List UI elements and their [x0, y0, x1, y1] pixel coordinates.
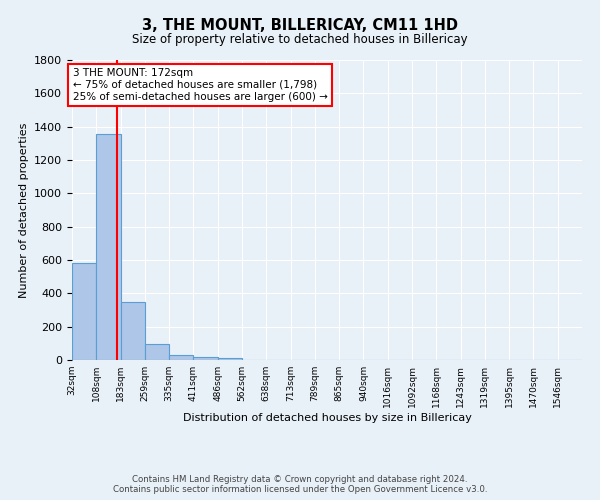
Text: 3 THE MOUNT: 172sqm
← 75% of detached houses are smaller (1,798)
25% of semi-det: 3 THE MOUNT: 172sqm ← 75% of detached ho… — [73, 68, 328, 102]
X-axis label: Distribution of detached houses by size in Billericay: Distribution of detached houses by size … — [182, 412, 472, 422]
Bar — [218, 358, 242, 360]
Bar — [145, 344, 169, 360]
Bar — [121, 302, 145, 360]
Text: Contains HM Land Registry data © Crown copyright and database right 2024.
Contai: Contains HM Land Registry data © Crown c… — [113, 474, 487, 494]
Text: Size of property relative to detached houses in Billericay: Size of property relative to detached ho… — [132, 32, 468, 46]
Bar — [169, 355, 193, 360]
Bar — [193, 356, 218, 360]
Bar — [72, 264, 96, 360]
Bar — [96, 134, 121, 360]
Y-axis label: Number of detached properties: Number of detached properties — [19, 122, 29, 298]
Text: 3, THE MOUNT, BILLERICAY, CM11 1HD: 3, THE MOUNT, BILLERICAY, CM11 1HD — [142, 18, 458, 32]
